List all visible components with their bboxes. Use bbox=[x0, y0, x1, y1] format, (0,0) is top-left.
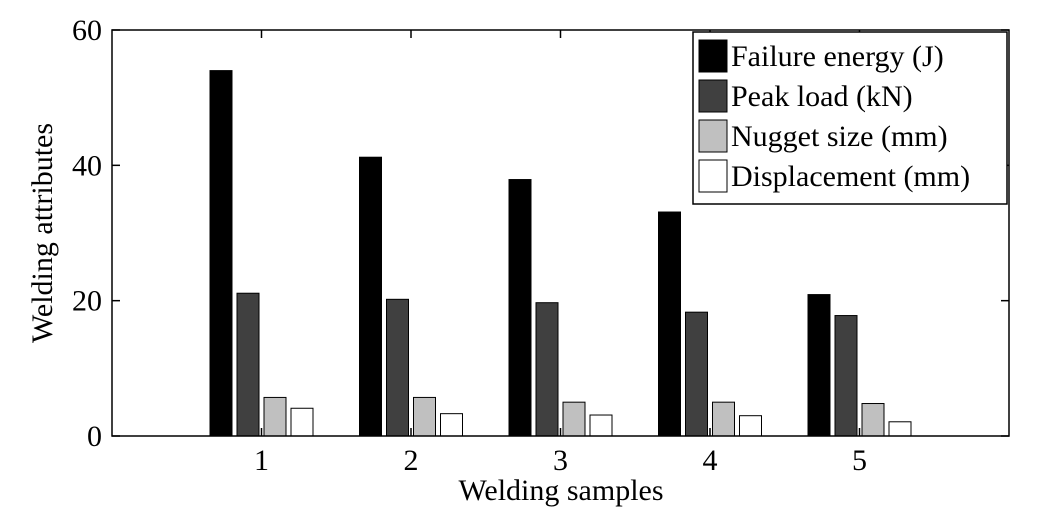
legend-swatch bbox=[698, 79, 728, 113]
legend-swatch bbox=[698, 39, 728, 73]
x-tick-label: 5 bbox=[852, 444, 867, 477]
bar-series-2-sample-2 bbox=[386, 298, 409, 437]
bar-series-3-sample-3 bbox=[562, 401, 586, 437]
y-tick-label: 40 bbox=[72, 149, 102, 182]
bar-series-4-sample-1 bbox=[290, 407, 314, 437]
legend: Failure energy (J) Peak load (kN) Nugget s… bbox=[692, 31, 1008, 205]
bar-series-4-sample-5 bbox=[888, 421, 912, 437]
legend-label: Failure energy (J) bbox=[731, 40, 944, 73]
legend-label: Nugget size (mm) bbox=[731, 120, 948, 153]
bar-series-1-sample-4 bbox=[658, 211, 681, 437]
bar-series-1-sample-2 bbox=[359, 156, 382, 437]
bar-series-1-sample-3 bbox=[508, 179, 532, 437]
x-tick-label: 4 bbox=[703, 444, 718, 477]
x-axis: 1 2 3 4 5 bbox=[254, 30, 867, 477]
x-axis-title: Welding samples bbox=[458, 474, 663, 507]
y-axis: 0 20 40 60 bbox=[72, 14, 1009, 453]
bar-series-4-sample-3 bbox=[589, 414, 613, 437]
legend-box bbox=[692, 31, 1008, 205]
y-tick-label: 60 bbox=[72, 14, 102, 47]
y-tick-label: 20 bbox=[72, 285, 102, 318]
bar-series-1-sample-1 bbox=[209, 70, 233, 437]
legend-swatch bbox=[698, 159, 728, 193]
bars-group bbox=[209, 70, 912, 437]
legend-label: Displacement (mm) bbox=[731, 160, 970, 193]
bar-series-4-sample-4 bbox=[739, 415, 762, 437]
x-tick-label: 2 bbox=[404, 444, 419, 477]
bar-series-3-sample-4 bbox=[712, 401, 735, 437]
bar-series-1-sample-5 bbox=[807, 294, 831, 437]
bar-series-2-sample-5 bbox=[834, 315, 858, 437]
legend-swatch bbox=[698, 119, 728, 153]
y-tick-label: 0 bbox=[87, 420, 102, 453]
bar-series-2-sample-1 bbox=[236, 292, 260, 437]
x-tick-label: 1 bbox=[254, 444, 269, 477]
y-axis-title: Welding attributes bbox=[26, 123, 59, 343]
bar-series-3-sample-1 bbox=[263, 396, 287, 437]
bar-series-2-sample-3 bbox=[535, 302, 559, 437]
x-tick-label: 3 bbox=[553, 444, 568, 477]
bar-series-2-sample-4 bbox=[685, 311, 708, 437]
bar-series-3-sample-2 bbox=[413, 396, 436, 437]
bar-series-3-sample-5 bbox=[861, 403, 885, 437]
legend-label: Peak load (kN) bbox=[731, 80, 913, 113]
bar-series-4-sample-2 bbox=[440, 413, 463, 437]
